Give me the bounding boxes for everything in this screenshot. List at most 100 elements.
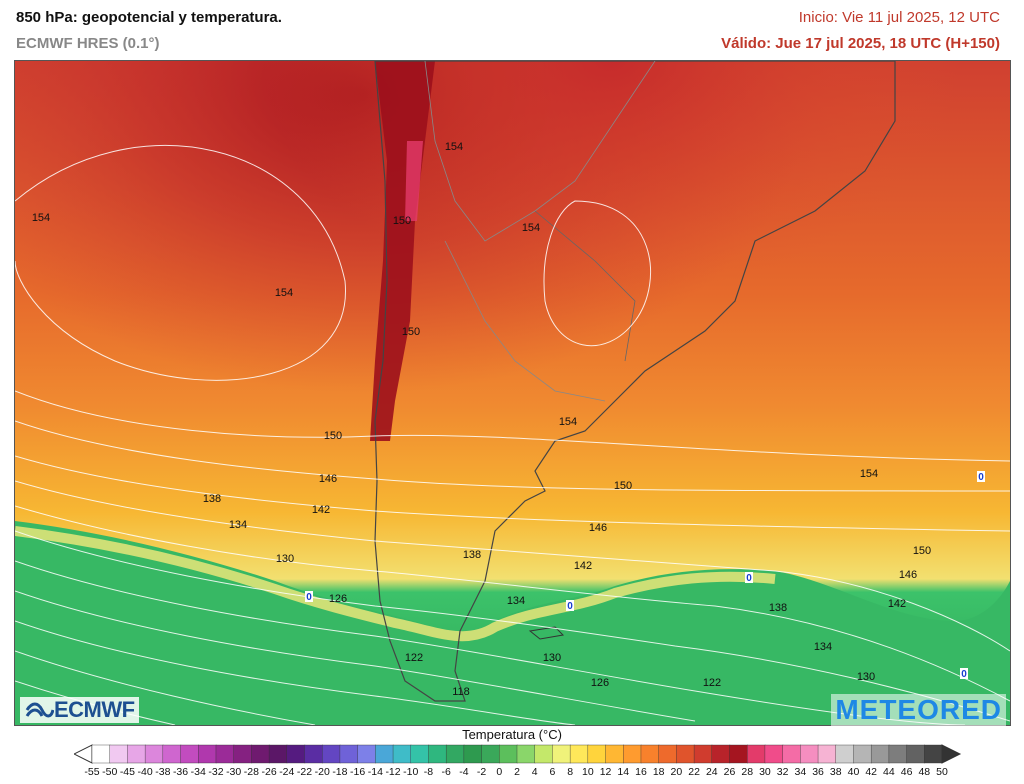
isoline-label: 130 [276,553,294,565]
zero-isotherm-label: 0 [978,472,984,483]
colorbar-swatch [534,744,554,764]
ecmwf-logo-text: ECMWF [54,697,135,722]
isoline-label: 150 [614,480,632,492]
colorbar-tick-label: 16 [635,766,647,778]
isoline-label: 154 [860,468,878,480]
colorbar-tick-label: 2 [514,766,520,778]
isoline-label: 134 [229,519,247,531]
colorbar-tick-label: -40 [137,766,153,778]
colorbar-tick-label: -45 [119,766,135,778]
colorbar-swatch [605,744,624,764]
colorbar-swatch [445,744,465,764]
colorbar-swatch [127,744,146,764]
colorbar-swatch [322,744,341,764]
zero-marker-bg [566,600,574,611]
colorbar-tick-label: -30 [226,766,242,778]
model-name: ECMWF HRES (0.1°) [16,35,160,52]
colorbar-tick-label: -38 [155,766,171,778]
isoline-label: 154 [522,222,540,234]
colorbar-tick-label: -12 [385,766,401,778]
temperature-colorbar [74,744,962,764]
colorbar-tick-label: 10 [581,766,594,778]
isohypses [15,145,1010,725]
zero-marker-bg [305,591,313,602]
colorbar-title: Temperatura (°C) [462,727,562,742]
ecmwf-icon [25,702,54,718]
isoline-label: 118 [452,686,470,698]
map-canvas: 154 154 154 154 150 154 154 150 146 142 138 134 130 1… [15,61,1010,725]
colorbar-tick-label: -50 [102,766,118,778]
valid-time: Válido: Jue 17 jul 2025, 18 UTC (H+150) [721,35,1000,52]
colorbar-tick-label: 50 [936,766,948,778]
colorbar-tick-label: -24 [279,766,295,778]
colorbar-max-arrow [941,744,962,764]
colorbar-swatch [162,744,182,764]
colorbar-tick-label: -20 [314,766,330,778]
colorbar-swatch [711,744,731,764]
isoline-label: 146 [319,473,337,485]
zero-marker-bg [745,572,753,583]
colorbar-tick-label: -8 [423,766,434,778]
colorbar-swatch [286,744,306,764]
isoline-label: 142 [888,598,906,610]
isoline-label: 138 [463,549,481,561]
colorbar-swatch [499,744,518,764]
isoline-label: 142 [574,560,592,572]
isoline-label: 122 [703,677,721,689]
isoline-label: 146 [589,522,607,534]
colorbar-tick-label: 8 [567,766,574,778]
colorbar-tick-labels: -55 -50 -45 -40 -38 -36 -34 -32 -30 -28 -26 -24 -22-… [74,766,960,782]
colorbar-swatch [215,744,235,764]
isoline-label: 150 [324,430,342,442]
isoline-label: 150 [913,545,931,557]
colorbar-tick-label: 6 [549,766,556,778]
isoline-label: 134 [507,595,525,607]
isoline-label: 138 [769,602,787,614]
colorbar-tick-label: -6 [441,766,451,778]
colorbar-tick-label: 26 [723,766,736,778]
colorbar-tick-label: -22 [296,766,313,778]
colorbar-tick-label: -14 [367,766,383,778]
isoline-label: 126 [329,593,347,605]
isoline-label: 150 [393,215,411,227]
isoline-label: 154 [32,212,50,224]
isoline-label: 130 [543,652,561,664]
colorbar-tick-label: 22 [688,766,700,778]
colorbar-tick-label: 36 [812,766,824,778]
colorbar-tick-label: 28 [741,766,754,778]
colorbar-tick-label: 0 [496,766,503,778]
colorbar-tick-label: 12 [599,766,612,778]
colorbar-swatch [924,744,943,764]
isoline-label: 138 [203,493,221,505]
weather-map[interactable]: 154 154 154 154 150 154 154 150 146 142 138 134 130 1… [14,60,1011,726]
colorbar-tick-label: -4 [459,766,469,778]
colorbar-tick-label: -10 [403,766,419,778]
colorbar-swatch [180,744,199,764]
colorbar-swatch [835,744,855,764]
isoline-labels: 154 154 154 154 150 154 154 150 146 142 138 134 130 1… [32,141,931,698]
colorbar-swatch [587,744,607,764]
colorbar-tick-label: 20 [670,766,683,778]
colorbar-swatch [906,744,925,764]
map-title: 850 hPa: geopotencial y temperatura. [16,9,282,26]
ecmwf-logo: ECMWF [20,697,139,723]
colorbar-tick-label: 40 [847,766,860,778]
colorbar-tick-label: -34 [190,766,206,778]
colorbar-swatch [91,744,111,764]
colorbar-tick-label: -2 [476,766,487,778]
isoline-label: 142 [312,504,330,516]
colorbar-swatch [428,744,447,764]
colorbar-tick-label: 46 [900,766,913,778]
colorbar-tick-label: 24 [705,766,718,778]
colorbar-swatch [676,744,695,764]
colorbar-swatch [233,744,253,764]
zero-isotherm-labels: 0 0 0 0 0 [305,471,985,680]
zero-marker-bg [960,668,968,679]
isoline-label: 146 [899,569,917,581]
colorbar-tick-label: 18 [652,766,665,778]
colorbar-tick-label: -16 [350,766,366,778]
colorbar-tick-label: -32 [208,766,224,778]
colorbar-swatch [339,744,359,764]
isoline-label: 122 [405,652,423,664]
colorbar-swatch [817,744,837,764]
